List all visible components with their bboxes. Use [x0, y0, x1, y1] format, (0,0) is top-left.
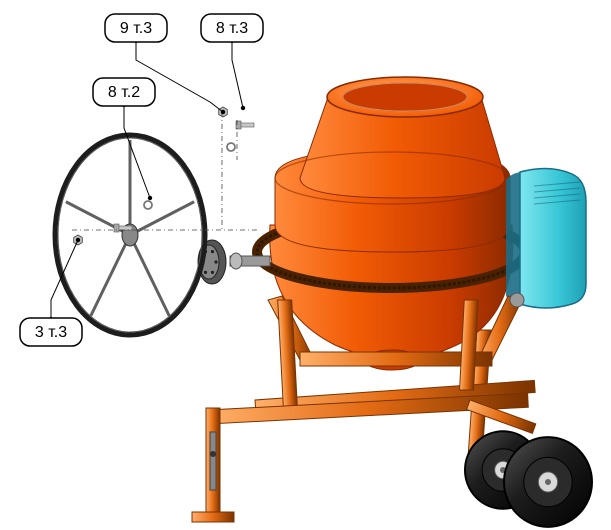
callout-label: 3 т.3 — [35, 324, 67, 341]
callout-label: 8 т.3 — [216, 20, 248, 37]
construction-lines — [72, 112, 260, 230]
wheels — [465, 431, 592, 527]
callout-label: 8 т.2 — [108, 84, 140, 101]
motor-housing — [506, 168, 586, 308]
callout-label: 9 т.3 — [120, 20, 152, 37]
small-parts — [74, 107, 254, 245]
callouts: 9 т.3 8 т.3 8 т.2 3 т.3 — [20, 14, 263, 346]
